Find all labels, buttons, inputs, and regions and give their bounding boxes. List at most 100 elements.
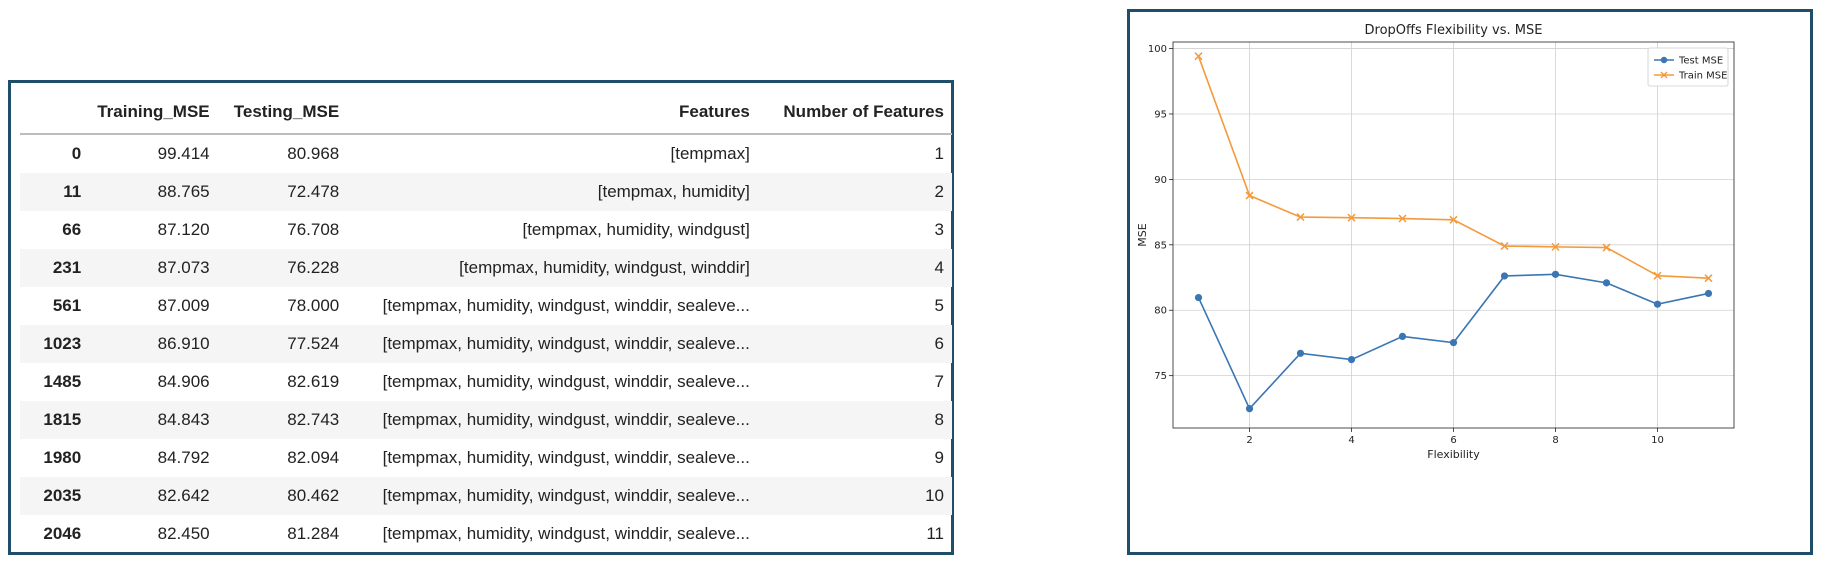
table-cell: [tempmax] (670, 144, 750, 163)
legend-box (1647, 47, 1729, 87)
table-cell: [tempmax, humidity, windgust, winddir] (347, 249, 758, 287)
table-cell: 5 (934, 296, 944, 315)
test-mse-point (1449, 339, 1458, 347)
test-mse-point (1704, 289, 1713, 298)
train-mse-point (1500, 242, 1509, 251)
table-row: 11 88.765 72.478 [tempmax, humidity] 2 (20, 173, 952, 211)
table-body: 0 99.414 80.968 [tempmax] 1 11 88.765 72.478 [te… (20, 134, 952, 553)
train-mse-point (1347, 213, 1356, 222)
table-cell: 77.524 (217, 325, 348, 363)
x-tick-label: 6 (1450, 435, 1456, 446)
table-cell: 6 (757, 325, 952, 363)
row-index: 2046 (43, 524, 82, 543)
x-tick-label: 8 (1552, 435, 1558, 446)
table-cell: 87.073 (89, 249, 218, 287)
test-mse-point (1653, 300, 1662, 308)
table-cell: 82.450 (157, 524, 210, 543)
y-tick-label: 90 (1154, 175, 1167, 186)
table-cell: [tempmax, humidity] (347, 173, 758, 211)
table-cell: 84.792 (157, 448, 210, 467)
results-table: Training_MSE Testing_MSE Features Number of… (20, 91, 952, 553)
test-mse-point (1347, 355, 1356, 364)
table-cell: 82.094 (287, 448, 340, 467)
table-cell: 76.708 (287, 220, 340, 239)
table-row: 66 87.120 76.708 [tempmax, humidity, windgu… (20, 211, 952, 249)
train-mse-point (1704, 274, 1713, 283)
table-cell: 82.642 (89, 477, 218, 515)
table-row: 1023 86.910 77.524 [tempmax, humidity, wind… (20, 325, 952, 363)
table-cell: 2 (757, 173, 952, 211)
row-index: 1815 (20, 401, 90, 439)
x-axis-label: Flexibility (1427, 448, 1480, 461)
column-header: Features (347, 91, 758, 135)
test-mse-point (1245, 405, 1254, 413)
mse-chart-panel: 2 4 6 8 10 75 80 85 90 95 100 DropOffs Flexibility … (1127, 9, 1813, 555)
table-cell: 84.906 (157, 372, 210, 391)
table-row: 2046 82.450 81.284 [tempmax, humidity, wind… (20, 515, 952, 553)
table-cell: 11 (926, 524, 944, 543)
row-index: 561 (52, 296, 82, 315)
legend-swatch-marker (1660, 71, 1668, 79)
mse-line-chart: 2 4 6 8 10 75 80 85 90 95 100 DropOffs Flexibility … (1136, 23, 1735, 461)
table-header-row: Training_MSE Testing_MSE Features Number of… (20, 91, 952, 135)
row-index: 0 (71, 144, 82, 163)
table-cell: [tempmax, humidity, windgust, winddir, s… (347, 325, 758, 363)
chart-title: DropOffs Flexibility vs. MSE (1365, 23, 1543, 38)
column-header: Training_MSE (89, 91, 218, 135)
row-index: 1485 (43, 372, 82, 391)
table-cell: 87.120 (157, 220, 210, 239)
table-cell: 81.284 (287, 524, 340, 543)
row-index: 66 (62, 220, 82, 239)
row-index: 11 (20, 173, 90, 211)
test-mse-point (1296, 349, 1305, 357)
test-mse-point (1602, 279, 1611, 287)
table-cell: [tempmax, humidity, windgust, winddir, s… (382, 296, 750, 315)
table-cell: 84.843 (89, 401, 218, 439)
table-cell: [tempmax, humidity, windgust, winddir, s… (382, 372, 750, 391)
x-tick-label: 4 (1348, 435, 1354, 446)
row-index: 1023 (20, 325, 90, 363)
results-table-panel: Training_MSE Testing_MSE Features Number of… (8, 80, 954, 555)
x-tick-label: 10 (1651, 435, 1664, 446)
table-cell: 78.000 (287, 296, 340, 315)
train-mse-point (1398, 214, 1407, 223)
train-mse-point (1245, 191, 1254, 200)
table-cell: 3 (934, 220, 944, 239)
table-cell: 80.968 (287, 144, 340, 163)
y-tick-label: 100 (1148, 44, 1167, 55)
table-cell: [tempmax, humidity, windgust] (522, 220, 750, 239)
y-tick-label: 85 (1154, 240, 1167, 251)
table-row: 1815 84.843 82.743 [tempmax, humidity, wind… (20, 401, 952, 439)
table-cell: [tempmax, humidity, windgust, winddir, s… (347, 401, 758, 439)
test-mse-point (1500, 272, 1509, 280)
row-index: 1980 (43, 448, 82, 467)
table-row: 1980 84.792 82.094 [tempmax, humidity, wind… (20, 439, 952, 477)
table-cell: 1 (934, 144, 944, 163)
column-header: Number of Features (757, 91, 952, 135)
table-cell: [tempmax, humidity, windgust, winddir, s… (347, 477, 758, 515)
table-cell: 88.765 (89, 173, 218, 211)
table-cell: 87.009 (157, 296, 210, 315)
table-cell: 10 (757, 477, 952, 515)
table-cell: 76.228 (217, 249, 348, 287)
y-tick-label: 95 (1154, 109, 1167, 120)
table-cell: 4 (757, 249, 952, 287)
table-cell: 86.910 (89, 325, 218, 363)
table-cell: [tempmax, humidity, windgust, winddir, s… (382, 524, 750, 543)
row-index: 231 (20, 249, 90, 287)
table-row: 2035 82.642 80.462 [tempmax, humidity, wind… (20, 477, 952, 515)
train-mse-point (1449, 215, 1458, 224)
y-axis-label: MSE (1136, 223, 1149, 246)
table-row: 1485 84.906 82.619 [tempmax, humidity, wind… (20, 363, 952, 401)
y-tick-label: 75 (1154, 371, 1167, 382)
table-cell: 99.414 (157, 144, 210, 163)
table-row: 0 99.414 80.968 [tempmax] 1 (20, 134, 952, 173)
table-cell: [tempmax, humidity, windgust, winddir, s… (382, 448, 750, 467)
train-mse-point (1296, 213, 1305, 222)
y-tick-label: 80 (1154, 306, 1167, 317)
train-mse-point (1602, 243, 1611, 252)
table-cell: 9 (934, 448, 944, 467)
test-mse-point (1551, 270, 1560, 278)
table-cell: 7 (934, 372, 944, 391)
legend-swatch-marker (1660, 56, 1668, 64)
